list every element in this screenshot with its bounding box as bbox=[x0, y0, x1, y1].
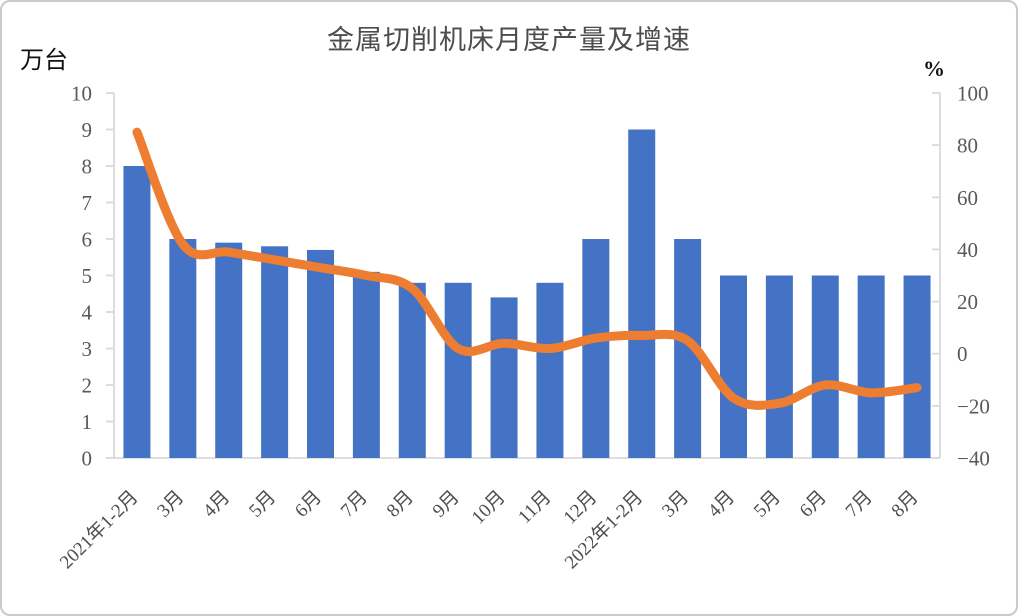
left-axis-tick-label: 0 bbox=[82, 447, 93, 471]
right-axis-tick-label: −40 bbox=[957, 447, 990, 471]
production-bar bbox=[811, 275, 839, 458]
production-bar bbox=[628, 129, 656, 458]
production-bar bbox=[444, 282, 472, 458]
chart-title: 金属切削机床月度产量及增速 bbox=[327, 25, 691, 55]
production-bar bbox=[307, 249, 334, 458]
left-axis-tick-label: 2 bbox=[82, 374, 93, 398]
x-axis-category-label: 11月 bbox=[514, 487, 555, 528]
right-axis-tick-label: 0 bbox=[957, 342, 968, 366]
x-axis-category-label: 5月 bbox=[245, 487, 280, 522]
production-bar bbox=[398, 282, 426, 458]
left-axis-tick-label: 4 bbox=[82, 301, 93, 325]
x-axis-category-label: 4月 bbox=[199, 487, 234, 522]
x-axis-category-label: 2021年1-2月 bbox=[55, 486, 142, 573]
production-bar bbox=[582, 239, 610, 458]
production-bar bbox=[536, 282, 564, 458]
production-bar bbox=[490, 297, 518, 458]
production-bar bbox=[903, 275, 931, 458]
x-axis-category-label: 5月 bbox=[750, 487, 785, 522]
growth-rate-line bbox=[132, 127, 922, 410]
production-bar bbox=[215, 242, 243, 458]
production-bar bbox=[352, 271, 380, 458]
x-axis-category-label: 7月 bbox=[337, 487, 372, 522]
left-axis-tick-label: 6 bbox=[82, 228, 93, 252]
x-axis-category-label: 4月 bbox=[704, 487, 739, 522]
right-axis-tick-label: 40 bbox=[957, 238, 978, 262]
production-bar bbox=[857, 275, 885, 458]
left-axis-tick-label: 8 bbox=[82, 155, 93, 179]
left-axis-tick-label: 3 bbox=[82, 337, 93, 361]
left-axis-tick-label: 9 bbox=[82, 118, 93, 142]
right-axis-tick-label: 100 bbox=[957, 82, 989, 106]
left-axis-tick-label: 7 bbox=[82, 191, 93, 215]
x-axis-category-label: 12月 bbox=[560, 487, 602, 529]
x-axis-category-label: 10月 bbox=[468, 487, 510, 529]
right-axis-tick-label: 80 bbox=[957, 134, 978, 158]
left-axis-tick-label: 5 bbox=[82, 264, 93, 288]
x-axis-category-label: 3月 bbox=[153, 487, 188, 522]
x-axis-category-label: 3月 bbox=[658, 487, 693, 522]
x-axis-category-label: 7月 bbox=[842, 487, 877, 522]
production-bar bbox=[765, 275, 793, 458]
x-axis-category-label: 9月 bbox=[429, 487, 464, 522]
production-bar bbox=[261, 246, 289, 458]
left-axis-tick-label: 10 bbox=[71, 82, 92, 106]
left-axis-tick-label: 1 bbox=[82, 410, 93, 434]
right-axis-tick-label: −20 bbox=[957, 394, 990, 418]
x-axis-category-label: 8月 bbox=[888, 487, 923, 522]
production-bar bbox=[169, 239, 197, 458]
x-axis-category-label: 6月 bbox=[796, 487, 831, 522]
right-axis-tick-label: 60 bbox=[957, 186, 978, 210]
production-bar bbox=[720, 275, 747, 458]
production-bar bbox=[123, 166, 151, 458]
x-axis-category-label: 6月 bbox=[291, 487, 326, 522]
left-axis-unit-label: 万台 bbox=[20, 48, 68, 74]
right-axis-tick-label: 20 bbox=[957, 290, 978, 314]
right-axis-unit-label: % bbox=[923, 56, 945, 81]
x-axis-category-label: 8月 bbox=[383, 487, 418, 522]
